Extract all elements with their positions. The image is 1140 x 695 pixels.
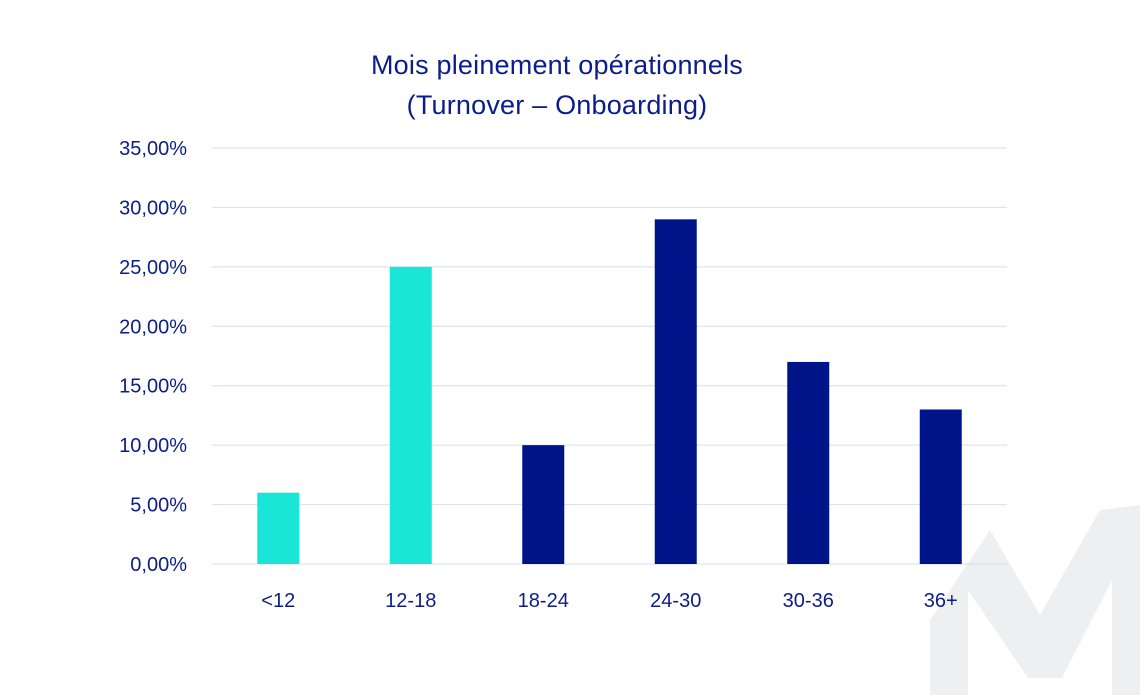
bar	[654, 219, 697, 565]
y-tick-label: 5,00%	[130, 495, 187, 517]
grid-lines	[212, 147, 1007, 565]
chart-title-line-2: (Turnover – Onboarding)	[406, 90, 708, 120]
y-tick-label: 15,00%	[119, 376, 187, 398]
y-axis-tick-labels: 0,00% 5,00% 10,00% 15,00% 20,00% 25,00% 30,00%…	[119, 138, 187, 576]
letter-m-logo	[930, 505, 1140, 695]
bar	[787, 361, 830, 564]
y-tick-label: 30,00%	[119, 197, 187, 219]
bars	[257, 219, 962, 565]
x-tick-label: 12-18	[385, 590, 436, 612]
y-tick-label: 25,00%	[119, 257, 187, 279]
chart-title-line-1: Mois pleinement opérationnels	[370, 50, 743, 80]
x-tick-label: 24-30	[650, 590, 701, 612]
x-tick-label: 30-36	[783, 590, 834, 612]
y-tick-label: 35,00%	[119, 138, 187, 160]
y-tick-label: 20,00%	[119, 316, 187, 338]
x-tick-label: 18-24	[518, 590, 569, 612]
bar	[919, 409, 962, 564]
bar	[522, 445, 565, 564]
bar	[257, 492, 300, 564]
x-axis-tick-labels: <12 12-18 18-24 24-30 30-36 36+	[261, 590, 957, 612]
y-tick-label: 0,00%	[130, 554, 187, 576]
x-tick-label: <12	[261, 590, 295, 612]
x-tick-label: 36+	[924, 590, 958, 612]
y-tick-label: 10,00%	[119, 435, 187, 457]
bar	[389, 266, 432, 564]
